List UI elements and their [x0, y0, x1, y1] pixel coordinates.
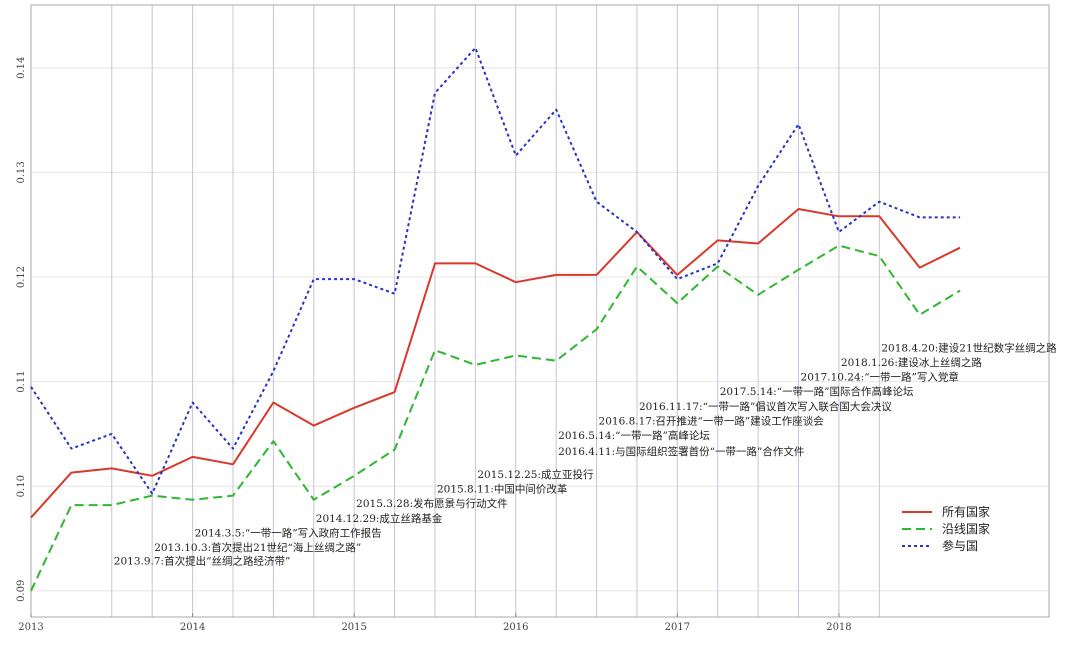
x-tick-label: 2013: [18, 622, 43, 633]
y-axis-ticks: 0.09 0.10 0.11 0.12 0.13 0.14: [16, 57, 27, 602]
event-annotation: 2014.12.29:成立丝路基金: [316, 512, 443, 525]
event-annotation: 2013.10.3:首次提出21世纪“海上丝绸之路”: [154, 541, 361, 554]
legend-label: 所有国家: [942, 504, 990, 519]
series-line: [30, 208, 961, 519]
y-tick-label: 0.12: [16, 266, 27, 288]
event-lines: [111, 5, 880, 617]
event-annotation: 2014.3.5:“一带一路”写入政府工作报告: [195, 526, 382, 539]
x-tick-label: 2018: [826, 622, 851, 633]
x-tick-label: 2015: [341, 622, 366, 633]
y-tick-label: 0.10: [16, 475, 27, 497]
event-annotation: 2016.5.14:“一带一路”高峰论坛: [558, 429, 710, 442]
x-tick-label: 2014: [180, 622, 205, 633]
x-tick-label: 2016: [503, 622, 528, 633]
event-annotation: 2018.4.20:建设21世纪数字丝绸之路: [881, 341, 1057, 354]
event-annotation: 2016.11.17:“一带一路”倡议首次写入联合国大会决议: [639, 400, 892, 413]
plot-frame: [30, 4, 1050, 618]
series-line: [30, 46, 961, 495]
series-line: [30, 244, 961, 592]
event-annotation: 2015.8.11:中国中间价改革: [437, 483, 567, 496]
annotations: 2013.9.7:首次提出“丝绸之路经济带”2013.10.3:首次提出21世纪…: [114, 341, 1057, 567]
legend-label: 沿线国家: [942, 521, 990, 536]
y-tick-label: 0.13: [16, 161, 27, 183]
event-annotation: 2017.5.14:“一带一路”国际合作高峰论坛: [720, 385, 914, 398]
y-tick-label: 0.11: [16, 370, 27, 392]
grid: [31, 67, 1049, 592]
series-lines: [30, 46, 961, 592]
event-annotation: 2013.9.7:首次提出“丝绸之路经济带”: [114, 555, 291, 568]
event-annotation: 2015.12.25:成立亚投行: [477, 468, 594, 481]
event-annotation: 2016.4.11:与国际组织签署首份“一带一路”合作文件: [558, 445, 804, 458]
event-annotation: 2017.10.24:“一带一路”写入党章: [801, 371, 959, 384]
y-tick-label: 0.09: [16, 580, 27, 602]
x-axis-ticks: 2013 2014 2015 2016 2017 2018: [18, 613, 852, 633]
event-annotation: 2015.3.28:发布愿景与行动文件: [356, 497, 507, 510]
x-tick-label: 2017: [665, 622, 690, 633]
event-annotation: 2016.8.17:召开推进“一带一路”建设工作座谈会: [599, 415, 825, 428]
y-tick-label: 0.14: [16, 57, 27, 79]
legend-label: 参与国: [942, 538, 978, 553]
event-annotation: 2018.1.26:建设冰上丝绸之路: [841, 356, 982, 369]
